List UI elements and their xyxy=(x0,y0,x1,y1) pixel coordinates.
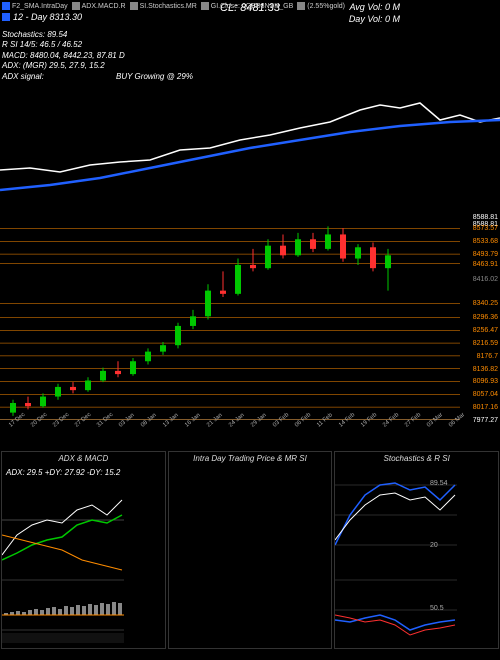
sub3-svg: 89.54 20 50.5 xyxy=(335,465,457,645)
sub-intraday: Intra Day Trading Price & MR SI xyxy=(168,451,333,649)
candle-chart-svg xyxy=(0,220,460,420)
sub-adx-macd: ADX & MACD ADX: 29.5 +DY: 27.92 -DY: 15.… xyxy=(1,451,166,649)
date-axis: 17 Dec20 Dec23 Dec27 Dec31 Dec03 Jan08 J… xyxy=(0,420,460,440)
twelve-day-swatch xyxy=(2,13,10,21)
svg-text:89.54: 89.54 xyxy=(430,480,448,487)
adx-text: ADX: 29.5 +DY: 27.92 -DY: 15.2 xyxy=(6,468,120,477)
sub1-svg xyxy=(2,465,124,645)
stat-rsi: R SI 14/5: 46.5 / 46.52 xyxy=(2,40,193,50)
svg-text:20: 20 xyxy=(430,542,438,549)
svg-text:50.5: 50.5 xyxy=(430,605,444,612)
sub3-title: Stochastics & R SI xyxy=(335,452,498,465)
bottom-row: ADX & MACD ADX: 29.5 +DY: 27.92 -DY: 15.… xyxy=(0,450,500,650)
stat-adx: ADX: (MGR) 29.5, 27.9, 15.2 xyxy=(2,61,193,71)
day-vol: Day Vol: 0 M xyxy=(349,14,400,24)
sub-stoch-rsi: Stochastics & R SI 89.54 20 50.5 xyxy=(334,451,499,649)
stats-block: Stochastics: 89.54 R SI 14/5: 46.5 / 46.… xyxy=(2,30,193,82)
chart-title: CL: 8481.33 xyxy=(220,2,280,14)
line-chart-svg xyxy=(0,100,500,210)
line-chart-panel xyxy=(0,100,500,210)
sub1-title: ADX & MACD xyxy=(2,452,165,465)
twelve-day: 12 - Day 8313.30 xyxy=(2,12,82,22)
stat-macd: MACD: 8480.04, 8442.23, 87.81 D xyxy=(2,51,193,61)
sub2-title: Intra Day Trading Price & MR SI xyxy=(169,452,332,465)
candle-chart-panel xyxy=(0,220,460,420)
stat-stoch: Stochastics: 89.54 xyxy=(2,30,193,40)
price-labels: 8588.818588.818573.578533.688493.798463.… xyxy=(460,220,498,420)
twelve-day-text: 12 - Day 8313.30 xyxy=(13,12,82,22)
top-legend: F2_SMA.IntraDayADX.MACD.RSI.Stochastics.… xyxy=(2,2,345,10)
avg-vol: Avg Vol: 0 M xyxy=(349,2,400,12)
stat-adx-signal: ADX signal: BUY Growing @ 29% xyxy=(2,72,193,82)
